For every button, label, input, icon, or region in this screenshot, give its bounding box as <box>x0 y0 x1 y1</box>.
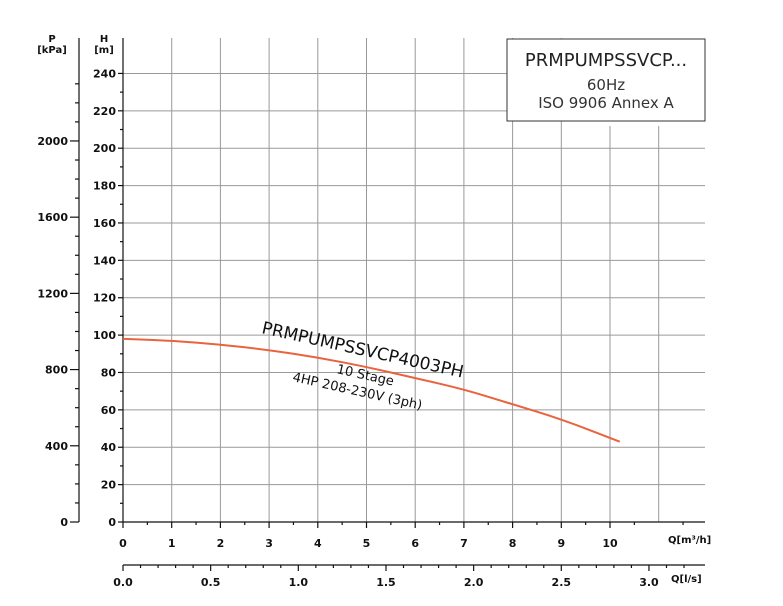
pressure-axis-ticks: 0 400 800 1200 1600 2000 <box>37 83 79 529</box>
flow-tick-label: 2 <box>217 537 225 550</box>
flow-ls-tick-label: 0.0 <box>113 576 133 589</box>
pressure-axis-label: P <box>48 34 55 45</box>
pressure-tick-label: 1200 <box>37 287 68 300</box>
flow-ls-tick-label: 1.5 <box>376 576 396 589</box>
flow-ls-tick-label: 3.0 <box>639 576 659 589</box>
head-tick-label: 120 <box>93 292 116 305</box>
vertical-gridlines <box>122 38 660 522</box>
flow-m3h-axis-label: Q[m³/h] <box>668 535 711 546</box>
head-tick-label: 0 <box>108 516 116 529</box>
pump-curve-line <box>122 337 621 443</box>
head-tick-label: 60 <box>101 404 117 417</box>
pressure-tick-label: 0 <box>60 516 68 529</box>
flow-tick-label: 9 <box>557 537 565 550</box>
legend-standard: ISO 9906 Annex A <box>538 94 674 112</box>
horizontal-gridlines <box>123 72 705 486</box>
legend-frequency: 60Hz <box>587 76 625 94</box>
head-tick-label: 180 <box>93 180 116 193</box>
pressure-tick-label: 1600 <box>37 211 68 224</box>
head-axis-label: H <box>100 34 108 45</box>
head-axis-ticks: 0 20 40 60 80 100 120 140 160 180 200 220 240 <box>93 67 123 529</box>
pressure-tick-label: 800 <box>45 364 68 377</box>
flow-ls-tick-label: 1.0 <box>289 576 309 589</box>
flow-ls-tick-label: 2.5 <box>552 576 572 589</box>
pressure-tick-label: 2000 <box>37 135 68 148</box>
flow-tick-label: 5 <box>363 537 371 550</box>
pressure-axis-unit: [kPa] <box>37 45 67 56</box>
head-tick-label: 20 <box>101 479 117 492</box>
head-tick-label: 40 <box>101 441 117 454</box>
flow-tick-label: 4 <box>314 537 322 550</box>
head-tick-label: 240 <box>93 67 116 80</box>
pressure-tick-label: 400 <box>45 440 68 453</box>
head-tick-label: 160 <box>93 217 116 230</box>
flow-ls-tick-label: 0.5 <box>201 576 221 589</box>
head-axis-unit: [m] <box>94 45 114 56</box>
flow-m3h-axis-ticks: 0 1 2 3 4 5 6 7 8 9 10 <box>119 522 684 550</box>
head-tick-label: 80 <box>101 366 117 379</box>
flow-tick-label: 1 <box>168 537 176 550</box>
flow-ls-tick-label: 2.0 <box>464 576 484 589</box>
flow-tick-label: 7 <box>460 537 468 550</box>
flow-tick-label: 10 <box>602 537 618 550</box>
flow-ls-axis-label: Q[l/s] <box>671 574 702 585</box>
head-tick-label: 100 <box>93 329 116 342</box>
head-tick-label: 140 <box>93 254 116 267</box>
flow-tick-label: 8 <box>509 537 517 550</box>
flow-tick-label: 3 <box>265 537 273 550</box>
flow-tick-label: 6 <box>411 537 419 550</box>
legend-title: PRMPUMPSSVCP... <box>525 50 687 71</box>
legend-box: PRMPUMPSSVCP... 60Hz ISO 9906 Annex A <box>506 38 706 122</box>
flow-ls-axis-ticks: 0.0 0.5 1.0 1.5 2.0 2.5 3.0 <box>113 565 685 589</box>
head-tick-label: 200 <box>93 142 116 155</box>
head-tick-label: 220 <box>93 105 116 118</box>
flow-tick-label: 0 <box>119 537 127 550</box>
